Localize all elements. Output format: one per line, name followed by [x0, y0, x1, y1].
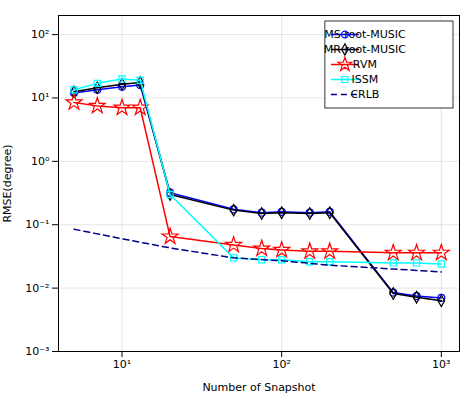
svg-text:10¹: 10¹ — [113, 358, 131, 371]
svg-text:10³: 10³ — [432, 358, 450, 371]
svg-text:RMSE(degree): RMSE(degree) — [1, 144, 14, 222]
svg-text:10²: 10² — [31, 28, 49, 41]
svg-text:10⁻¹: 10⁻¹ — [25, 218, 49, 231]
svg-text:10⁰: 10⁰ — [31, 155, 50, 168]
svg-text:CRLB: CRLB — [350, 88, 379, 101]
svg-text:10⁻³: 10⁻³ — [25, 345, 49, 358]
svg-text:Number of Snapshot: Number of Snapshot — [202, 381, 316, 393]
svg-text:ISSM: ISSM — [352, 73, 379, 86]
svg-text:RVM: RVM — [353, 58, 377, 71]
svg-text:MS root-MUSIC: MS root-MUSIC — [324, 28, 406, 41]
svg-text:MR root-MUSIC: MR root-MUSIC — [324, 43, 406, 56]
svg-text:10⁻²: 10⁻² — [25, 282, 49, 295]
svg-text:10²: 10² — [272, 358, 290, 371]
svg-text:10¹: 10¹ — [31, 91, 49, 104]
